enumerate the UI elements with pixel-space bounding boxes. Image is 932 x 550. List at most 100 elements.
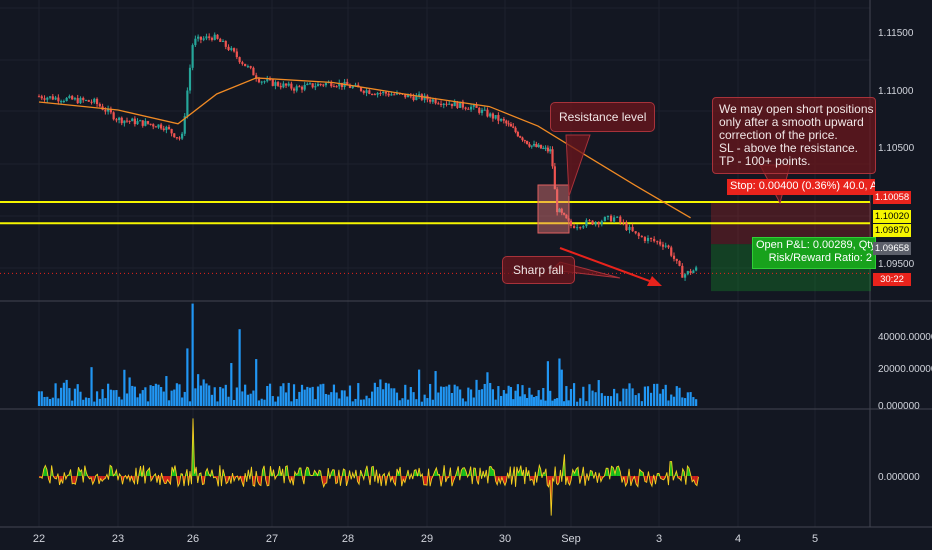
- volume-bar: [678, 387, 681, 406]
- volume-bar: [37, 391, 41, 406]
- candle-body: [549, 149, 552, 152]
- volume-bar: [429, 383, 432, 406]
- candle-body: [528, 144, 531, 147]
- oscillator-area: [670, 461, 672, 476]
- price-tick-label: 1.11500: [878, 28, 914, 39]
- candle-body: [160, 124, 163, 129]
- volume-bar: [186, 348, 189, 406]
- candle-body: [274, 82, 277, 86]
- candle-body: [154, 126, 157, 128]
- candle-body: [188, 67, 192, 91]
- candle-body: [284, 83, 288, 86]
- volume-bar: [303, 389, 306, 406]
- candle-body: [572, 225, 576, 229]
- volume-bar: [208, 385, 211, 406]
- volume-bar: [210, 394, 214, 406]
- time-tick-label: 29: [421, 533, 433, 545]
- candle-body: [287, 83, 290, 86]
- candle-body: [670, 247, 673, 256]
- volume-bar: [695, 399, 698, 406]
- oscillator-area: [164, 476, 166, 484]
- strategy-note[interactable]: We may open short positions only after a…: [712, 97, 876, 174]
- candle-body: [521, 137, 524, 141]
- candle-body: [338, 82, 341, 87]
- candle-body: [51, 96, 54, 100]
- volume-bar: [197, 374, 200, 406]
- oscillator-area: [257, 476, 260, 485]
- stop-loss-tag[interactable]: Stop: 0.00400 (0.36%) 40.0, A: [727, 179, 875, 195]
- candle-body: [415, 95, 418, 101]
- candle-body: [87, 100, 90, 102]
- candle-body: [271, 79, 274, 86]
- volume-bar: [359, 399, 363, 406]
- candle-body: [628, 226, 631, 231]
- oscillator-area: [531, 476, 533, 480]
- volume-bar: [653, 383, 656, 406]
- volume-bar: [335, 392, 338, 406]
- volume-bar: [616, 393, 619, 406]
- candle-body: [112, 112, 115, 120]
- volume-bar: [486, 372, 489, 406]
- candle-body: [597, 221, 600, 225]
- volume-bar: [87, 397, 90, 406]
- volume-bar: [516, 384, 519, 406]
- volume-bar: [442, 386, 445, 406]
- oscillator-area: [470, 466, 473, 485]
- candle-body: [60, 101, 63, 103]
- candle-body: [507, 123, 510, 125]
- volume-bar: [351, 401, 354, 406]
- candle-body: [675, 258, 678, 261]
- volume-bar: [157, 384, 160, 406]
- volume-bar: [448, 384, 451, 406]
- volume-bar: [368, 398, 371, 406]
- oscillator-area: [662, 476, 664, 480]
- oscillator-area: [665, 472, 667, 478]
- volume-bar: [401, 398, 404, 406]
- volume-bar: [54, 383, 57, 406]
- volume-bar: [659, 393, 662, 406]
- oscillator-area: [425, 476, 427, 486]
- volume-bar: [82, 399, 85, 406]
- volume-bar: [431, 399, 434, 406]
- candle-body: [257, 78, 261, 83]
- sharp-fall-callout[interactable]: Sharp fall: [502, 256, 575, 284]
- candle-body: [606, 215, 610, 218]
- candle-body: [244, 63, 247, 67]
- volume-bar: [526, 398, 529, 406]
- candle-body: [48, 96, 52, 98]
- candle-body: [667, 245, 670, 248]
- oscillator-area: [46, 469, 49, 479]
- oscillator-area: [595, 472, 598, 483]
- volume-bar: [71, 400, 74, 406]
- candle-body: [616, 216, 619, 218]
- candle-body: [84, 100, 88, 102]
- volume-bar: [532, 397, 536, 406]
- candle-body: [631, 226, 634, 232]
- candle-body: [170, 128, 173, 134]
- candle-body: [208, 36, 211, 38]
- candle-body: [459, 101, 462, 108]
- candle-body: [95, 98, 99, 105]
- volume-bar: [686, 392, 689, 406]
- resistance-callout[interactable]: Resistance level: [550, 102, 656, 132]
- oscillator-tick-label: 0.000000: [878, 472, 920, 483]
- candle-body: [306, 83, 309, 86]
- price-tick-label: 1.11000: [878, 86, 914, 97]
- volume-tick-label: 40000.00000: [878, 332, 932, 343]
- oscillator-area: [458, 466, 460, 481]
- oscillator-area: [221, 469, 224, 487]
- volume-bar: [579, 398, 582, 406]
- volume-bar: [257, 400, 261, 406]
- volume-bar: [101, 389, 104, 406]
- oscillator-area: [473, 468, 476, 476]
- volume-bar: [625, 388, 628, 406]
- open-pnl-tag[interactable]: Open P&L: 0.00289, Qty: Risk/Reward Rati…: [752, 237, 876, 269]
- candle-body: [404, 93, 407, 98]
- candle-body: [292, 88, 296, 91]
- candle-body: [461, 101, 464, 108]
- volume-bar: [519, 396, 522, 406]
- volume-bar: [348, 385, 352, 406]
- volume-bar: [60, 387, 63, 406]
- candle-body: [123, 120, 126, 124]
- oscillator-area: [576, 467, 579, 476]
